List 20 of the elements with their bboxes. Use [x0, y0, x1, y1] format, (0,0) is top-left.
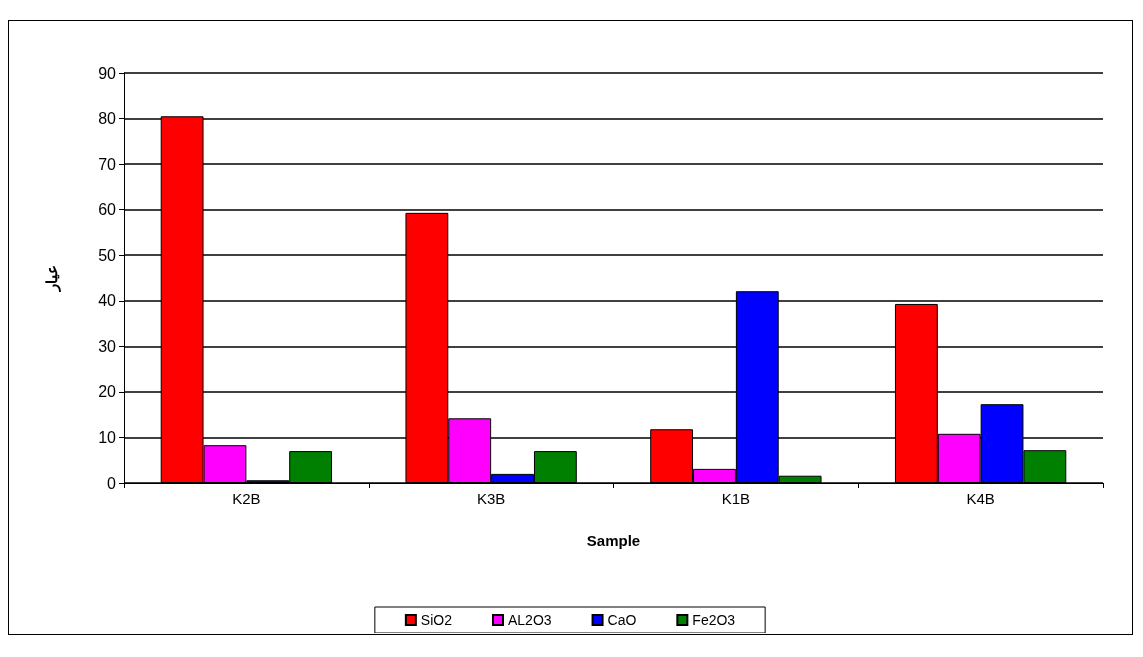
y-tick-label: 0	[107, 474, 117, 492]
x-tick-label: K2B	[232, 490, 261, 507]
y-tick-label: 60	[98, 201, 117, 219]
legend-label: AL2O3	[507, 612, 552, 628]
y-tick-label: 70	[98, 155, 117, 173]
legend-label: SiO2	[420, 612, 453, 628]
y-tick-label: 80	[98, 110, 117, 128]
x-axis-title: Sample	[586, 532, 641, 549]
y-tick-label: 30	[98, 337, 117, 355]
y-tick-label: 40	[98, 292, 117, 310]
x-tick-label: K1B	[721, 490, 751, 507]
x-tick-label: K4B	[966, 490, 995, 507]
y-tick-label: 10	[98, 428, 117, 446]
y-tick-label: 90	[98, 64, 117, 82]
y-axis-title: عيار	[43, 265, 61, 292]
y-tick-label: 50	[98, 246, 117, 264]
y-tick-label: 20	[98, 383, 117, 401]
x-tick-label: K3B	[476, 490, 506, 507]
legend-label: CaO	[607, 612, 637, 628]
legend-label: Fe2O3	[692, 612, 736, 628]
